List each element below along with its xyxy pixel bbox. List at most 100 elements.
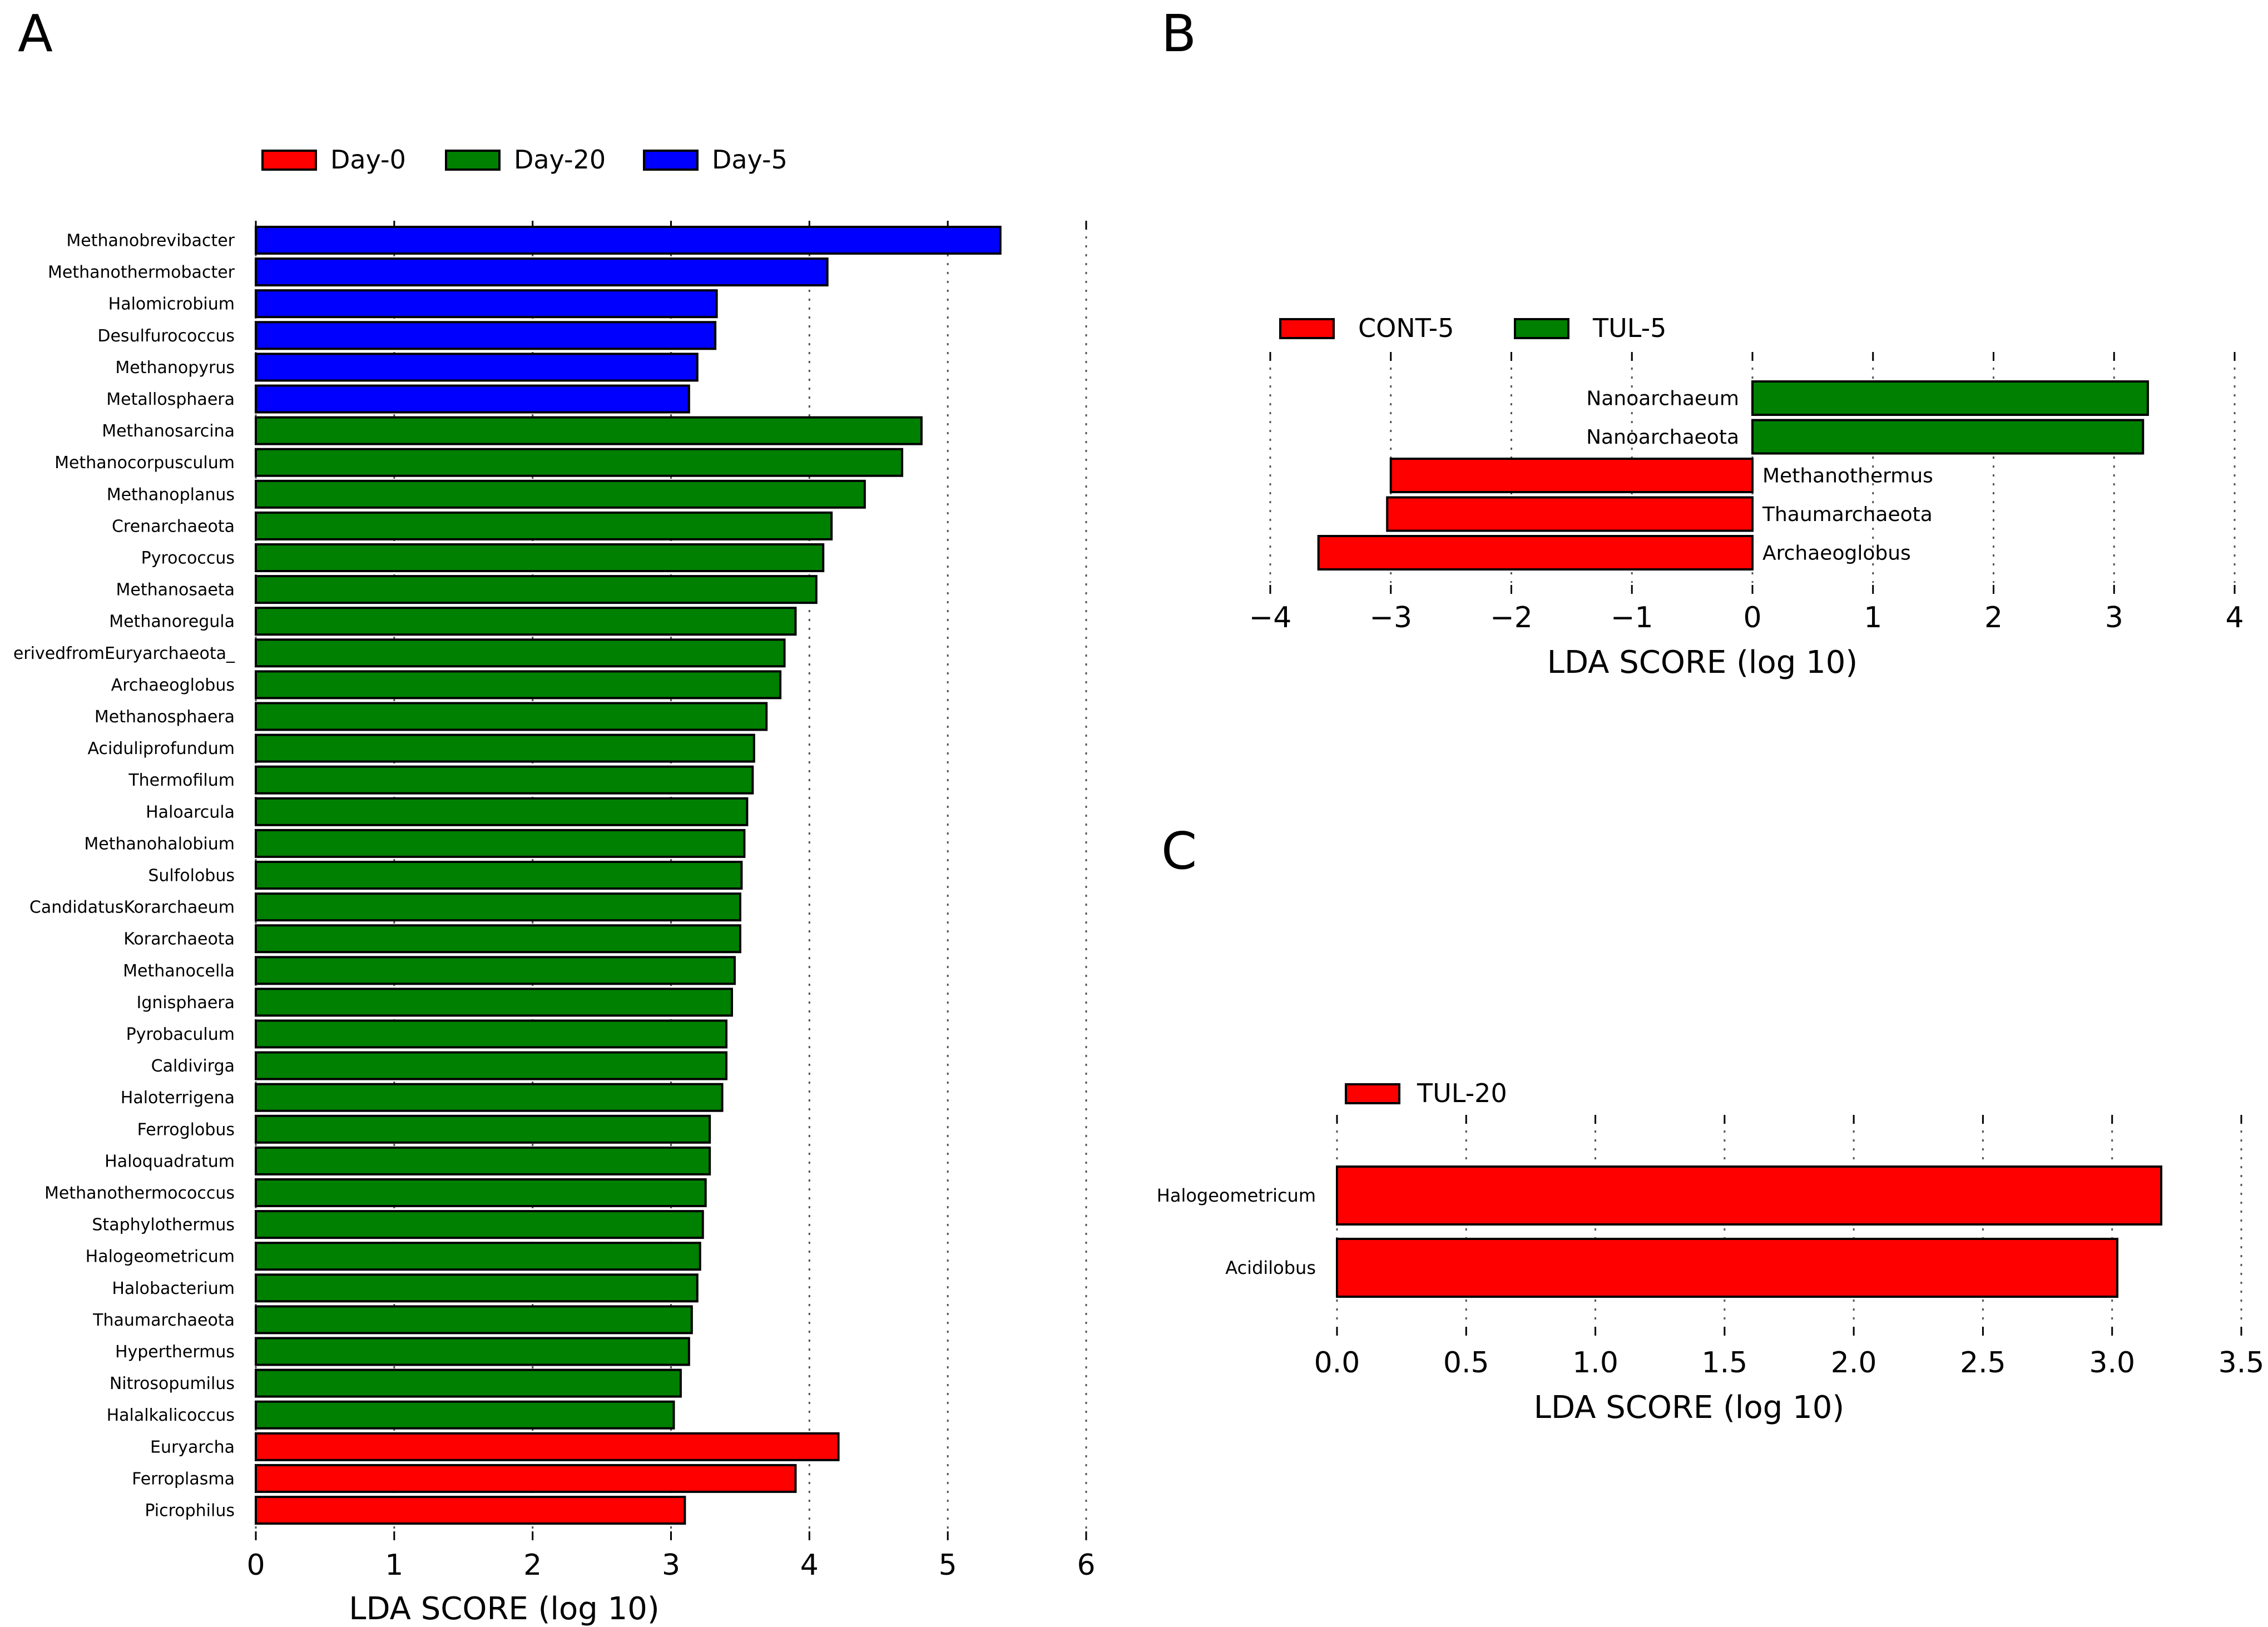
x-tick-label: 6	[1077, 1549, 1095, 1582]
legend-swatch-tul-5	[1514, 318, 1569, 339]
bar-label-nanoarchaeota: Nanoarchaeota	[1586, 426, 1739, 449]
bar-sulfolobus	[255, 861, 743, 890]
bar-label-methanoregula: Methanoregula	[109, 612, 235, 632]
bar-label-haloterrigena: Haloterrigena	[121, 1088, 235, 1108]
legend-label-tul-20: TUL-20	[1417, 1078, 1507, 1108]
bar-ferroplasma	[255, 1464, 797, 1493]
bar-label-sulfolobus: Sulfolobus	[148, 866, 235, 886]
legend-label-day-20: Day-20	[514, 145, 606, 175]
x-tick-label: 1.5	[1702, 1346, 1748, 1380]
bar-label-methanobrevibacter: Methanobrevibacter	[66, 231, 235, 251]
bar-label-methanothermococcus: Methanothermococcus	[44, 1184, 235, 1203]
bar-label-methanoplanus: Methanoplanus	[107, 485, 235, 504]
bar-methanoplanus	[255, 479, 866, 509]
x-tick-label: −1	[1611, 601, 1653, 634]
bar-label-hyperthermus: Hyperthermus	[115, 1342, 235, 1362]
bar-halalkalicoccus	[255, 1400, 675, 1430]
bar-label-desulfurococcus: Desulfurococcus	[97, 326, 235, 346]
bar-haloterrigena	[255, 1083, 724, 1112]
bar-halomicrobium	[255, 289, 718, 319]
bar-label-ferroglobus: Ferroglobus	[137, 1120, 235, 1139]
x-tick-label: 2	[523, 1549, 542, 1582]
bar-hyperthermus	[255, 1337, 690, 1366]
x-tick-label: −2	[1490, 601, 1533, 634]
legend-label-tul-5: TUL-5	[1592, 313, 1666, 343]
bar-thaumarchaeota	[1386, 496, 1754, 532]
bar-methanothermus	[1389, 458, 1754, 493]
legend-swatch-day-5	[643, 150, 699, 171]
x-tick-label: 2	[1984, 601, 2003, 634]
x-tick-label: 1	[385, 1549, 403, 1582]
bar-label-aciduliprofundum: Aciduliprofundum	[88, 739, 235, 758]
bar-label-methanothermus: Methanothermus	[1762, 465, 1933, 488]
bar-desulfurococcus	[255, 321, 717, 350]
bar-methanothermococcus	[255, 1178, 707, 1207]
bar-korarchaeota	[255, 924, 741, 954]
bar-nanoarchaeota	[1751, 419, 2145, 455]
bar-crenarchaeota	[255, 511, 833, 540]
bar-archaeoglobus	[255, 670, 782, 700]
bar-halogeometricum	[255, 1242, 701, 1271]
bar-label-thaumarchaeota: Thaumarchaeota	[1762, 503, 1933, 526]
bar-methanothermobacter	[255, 257, 829, 287]
bar-nitrosopumilus	[255, 1368, 682, 1398]
legend-swatch-tul-20	[1345, 1083, 1400, 1104]
x-axis-label: LDA SCORE (log 10)	[349, 1591, 659, 1627]
x-axis-label: LDA SCORE (log 10)	[1547, 644, 1858, 681]
panel-letter-c: C	[1161, 821, 1197, 881]
bar-candidatuskorarchaeum	[255, 892, 741, 922]
bar-label-thermofilum: Thermofilum	[128, 771, 235, 790]
bar-methanosaeta	[255, 575, 818, 604]
x-tick-label: −4	[1249, 601, 1292, 634]
bar-label-erivedfromeuryarchaeota: erivedfromEuryarchaeota_	[13, 644, 235, 663]
legend-swatch-cont-5	[1279, 318, 1335, 339]
panel-letter-b: B	[1161, 4, 1196, 63]
bar-metallosphaera	[255, 384, 690, 414]
chart-panel-b: −4 −3 −2 −1 0 1 2 3 4 Nanoarchaeum Nanoarchaeota Me…	[1249, 313, 2244, 681]
bar-label-methanocorpusculum: Methanocorpusculum	[55, 453, 235, 473]
x-tick-label: 1	[1864, 601, 1882, 634]
bar-acidilobus	[1336, 1238, 2119, 1298]
x-axis-label: LDA SCORE (log 10)	[1534, 1390, 1844, 1426]
x-tick-label: 0.0	[1314, 1346, 1360, 1380]
bar-halobacterium	[255, 1273, 699, 1303]
bar-label-methanopyrus: Methanopyrus	[115, 358, 235, 378]
bar-haloquadratum	[255, 1146, 711, 1175]
x-tick-label: 4	[800, 1549, 819, 1582]
bar-label-halobacterium: Halobacterium	[112, 1279, 235, 1298]
x-tick-label: 0.5	[1443, 1346, 1489, 1380]
bar-methanopyrus	[255, 353, 699, 382]
bar-label-metallosphaera: Metallosphaera	[106, 390, 235, 409]
bar-label-halogeometricum: Halogeometricum	[1157, 1185, 1316, 1206]
bar-caldivirga	[255, 1051, 728, 1080]
bar-label-archaeoglobus: Archaeoglobus	[111, 676, 235, 695]
bar-label-acidilobus: Acidilobus	[1225, 1257, 1316, 1278]
x-tick-label: −3	[1369, 601, 1412, 634]
x-tick-label: 3	[662, 1549, 680, 1582]
bar-label-methanocella: Methanocella	[123, 961, 235, 981]
bar-label-korarchaeota: Korarchaeota	[123, 930, 235, 949]
x-tick-label: 3	[2105, 601, 2123, 634]
x-tick-label: 5	[939, 1549, 957, 1582]
bar-methanoregula	[255, 607, 797, 636]
bar-label-methanothermobacter: Methanothermobacter	[48, 263, 235, 282]
legend-swatch-day-20	[445, 150, 501, 171]
bar-pyrococcus	[255, 543, 825, 572]
x-tick-label: 2.0	[1831, 1346, 1877, 1380]
bar-label-methanosaeta: Methanosaeta	[116, 581, 235, 600]
bar-label-methanosarcina: Methanosarcina	[102, 421, 235, 441]
bar-thermofilum	[255, 765, 754, 795]
chart-panel-a: 0 1 2 3 4 5 6 Methanobrevibacter Methanothermoba…	[13, 145, 1096, 1627]
bar-erivedfromeuryarchaeota	[255, 638, 786, 668]
bar-methanocella	[255, 956, 736, 985]
bar-label-methanosphaera: Methanosphaera	[95, 707, 235, 727]
bar-label-staphylothermus: Staphylothermus	[92, 1216, 235, 1235]
bar-label-halogeometricum: Halogeometricum	[86, 1247, 235, 1267]
bar-label-ignisphaera: Ignisphaera	[137, 993, 235, 1013]
bar-label-ferroplasma: Ferroplasma	[132, 1469, 235, 1489]
chart-panel-c: 0.0 0.5 1.0 1.5 2.0 2.5 3.0 3.5 Halogeometricum A…	[1157, 1078, 2265, 1426]
bar-ferroglobus	[255, 1114, 711, 1144]
bar-methanobrevibacter	[255, 226, 1002, 255]
bar-methanocorpusculum	[255, 448, 904, 477]
bar-thaumarchaeota	[255, 1305, 693, 1335]
